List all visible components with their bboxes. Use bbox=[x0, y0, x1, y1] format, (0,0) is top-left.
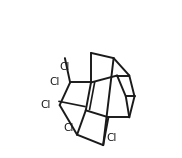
Text: Cl: Cl bbox=[63, 123, 74, 133]
Text: Cl: Cl bbox=[41, 100, 51, 110]
Text: Cl: Cl bbox=[49, 77, 60, 88]
Text: Cl: Cl bbox=[60, 62, 70, 72]
Text: Cl: Cl bbox=[107, 133, 117, 143]
